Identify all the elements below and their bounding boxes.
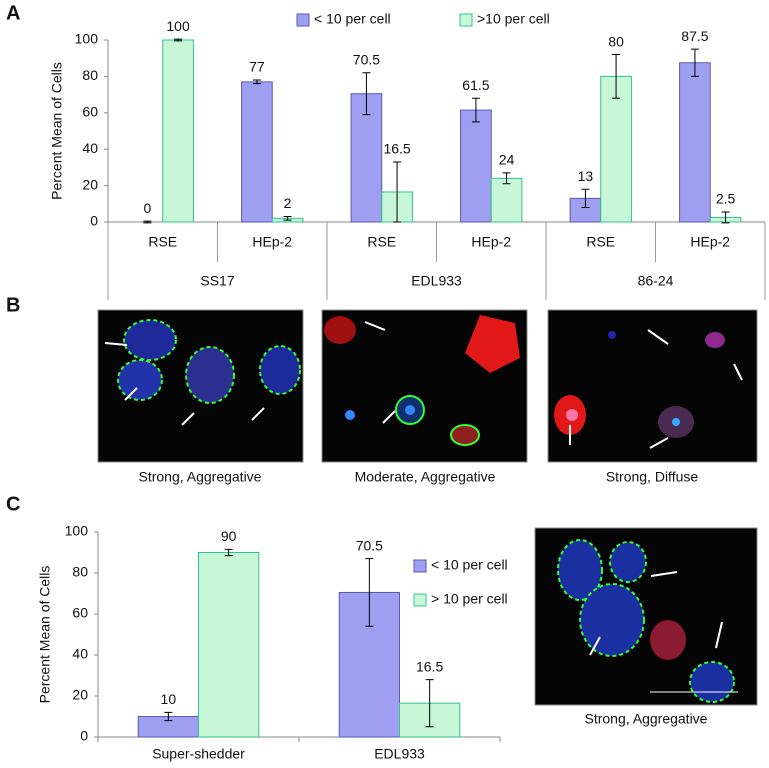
legend-label: >10 per cell [477,11,550,27]
error-bar [365,558,374,627]
micrograph [321,309,528,463]
error-bar [721,211,730,224]
y-tick-label: 0 [80,728,88,744]
y-tick-label: 20 [82,176,98,192]
error-bar [164,711,173,722]
x-tick-label: HEp-2 [252,234,292,250]
image-caption: Strong, Diffuse [606,469,699,485]
group-label: 86-24 [638,273,674,289]
x-tick-label: HEp-2 [690,234,730,250]
legend-swatch [413,559,427,573]
y-tick-label: 40 [82,140,98,156]
y-tick-label: 80 [82,67,98,83]
micrograph [547,309,758,463]
legend-swatch [413,593,427,607]
data-label: 90 [221,528,237,544]
y-tick-label: 100 [65,523,89,539]
error-bar [362,72,371,116]
x-tick-label: EDL933 [374,746,425,762]
image-caption: Strong, Aggregative [585,711,708,727]
bar [600,75,632,223]
data-label: 61.5 [462,77,489,93]
data-label: 100 [166,18,190,34]
bar [490,177,523,223]
error-bar [581,188,590,208]
error-bar [283,216,292,221]
y-axis-label: Percent Mean of Cells [49,62,65,200]
y-axis-label: Percent Mean of Cells [37,566,53,704]
bar [679,62,711,223]
x-tick-label: Super-shedder [152,746,245,762]
data-label: 10 [161,691,177,707]
error-bar [502,172,511,185]
data-label: 13 [578,168,594,184]
data-label: 77 [249,59,265,75]
data-label: 80 [608,33,624,49]
data-label: 0 [144,200,152,216]
image-caption: Moderate, Aggregative [355,469,496,485]
error-bar [393,161,402,223]
x-tick-label: RSE [586,234,615,250]
bar [241,81,273,223]
panel-label: A [6,2,20,24]
x-tick-label: RSE [148,234,177,250]
image-caption: Strong, Aggregative [139,469,262,485]
error-bar [252,79,261,85]
legend-label: < 10 per cell [314,11,391,27]
data-label: 70.5 [356,537,383,553]
bar [162,39,194,223]
error-bar [425,679,434,728]
error-bar [612,54,621,99]
data-label: 16.5 [416,658,443,674]
y-tick-label: 80 [72,564,88,580]
bar [198,552,260,738]
data-label: 87.5 [681,28,708,44]
y-tick-label: 0 [90,213,98,229]
micrograph [97,309,304,463]
y-tick-label: 100 [75,31,99,47]
data-label: 16.5 [383,141,410,157]
y-tick-label: 40 [72,646,88,662]
bar [460,109,492,223]
legend-label: < 10 per cell [431,557,508,573]
data-label: 24 [499,152,515,168]
error-bar [471,97,480,123]
error-bar [174,38,183,42]
micrograph [534,527,758,706]
error-bar [224,548,233,557]
group-label: SS17 [200,273,234,289]
error-bar [143,220,152,224]
data-label: 70.5 [353,51,380,67]
data-label: 2.5 [716,191,736,207]
error-bar [690,48,699,77]
panel-label: C [6,493,20,515]
group-label: EDL933 [411,273,462,289]
legend-swatch [296,13,310,27]
y-tick-label: 20 [72,687,88,703]
legend-swatch [459,13,473,27]
data-label: 2 [284,195,292,211]
panel-label: B [6,294,20,316]
legend-label: > 10 per cell [431,591,508,607]
x-tick-label: RSE [367,234,396,250]
y-tick-label: 60 [82,104,98,120]
y-tick-label: 60 [72,605,88,621]
x-tick-label: HEp-2 [471,234,511,250]
